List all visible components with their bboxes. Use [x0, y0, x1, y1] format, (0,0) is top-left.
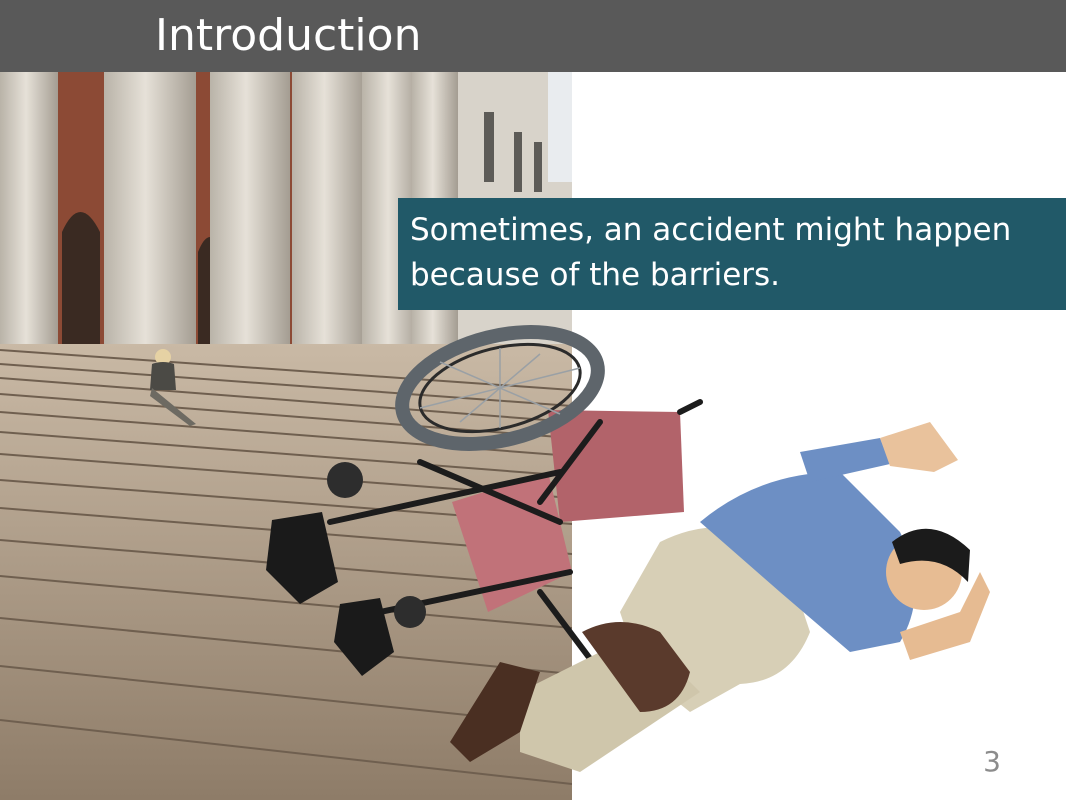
callout-line-2: because of the barriers.: [410, 257, 781, 293]
title-bar: Introduction: [0, 0, 1066, 72]
falling-man-figure: [450, 422, 990, 772]
callout-box: Sometimes, an accident might happen beca…: [398, 198, 1066, 310]
stairs-photo-illustration: [0, 72, 572, 800]
seated-woman-figure: [150, 349, 196, 426]
slide-title: Introduction: [155, 10, 422, 61]
callout-background: [398, 198, 1066, 310]
callout-line-1: Sometimes, an accident might happen: [410, 212, 1012, 248]
accident-illustration: [266, 325, 990, 772]
stairs-photo: [0, 72, 572, 800]
page-number: 3: [983, 745, 1001, 778]
wheelchair-icon: [266, 325, 703, 676]
